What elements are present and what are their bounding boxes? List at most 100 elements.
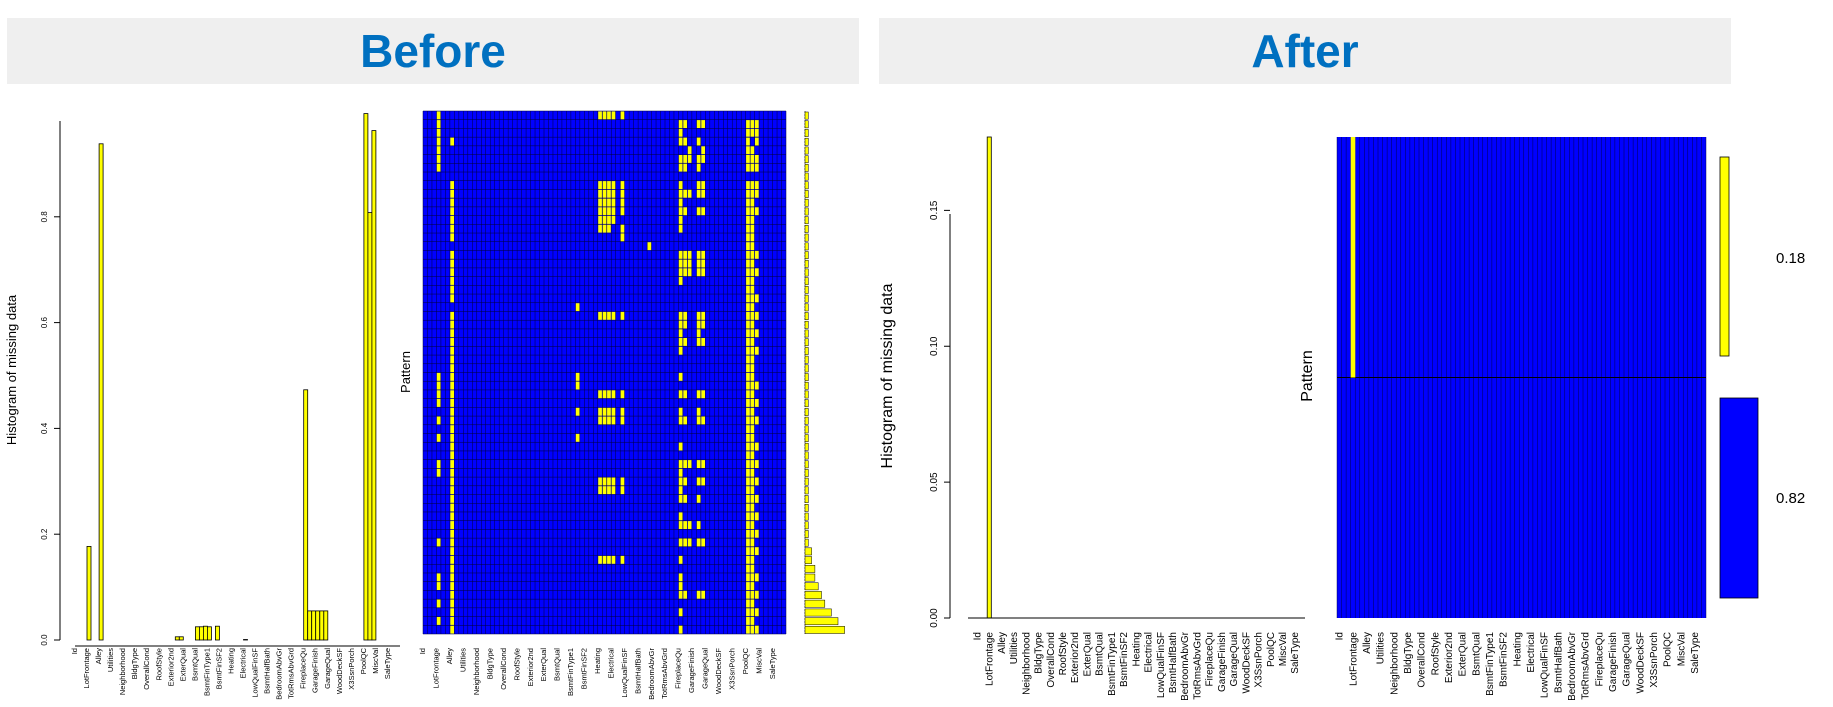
x-tick-label: PoolQC bbox=[1266, 632, 1277, 667]
missing-cell bbox=[678, 538, 683, 547]
missing-cell bbox=[750, 329, 755, 338]
missing-cell bbox=[696, 311, 701, 320]
missing-cell bbox=[701, 181, 705, 189]
missing-cell bbox=[683, 155, 687, 163]
missing-cell bbox=[746, 120, 750, 128]
missing-cell bbox=[598, 189, 602, 198]
missing-cell bbox=[602, 486, 607, 495]
missing-cell bbox=[436, 111, 441, 120]
missing-cell bbox=[746, 407, 750, 416]
missing-cell bbox=[607, 407, 611, 416]
missing-cell bbox=[750, 416, 755, 425]
histogram-bar bbox=[202, 625, 208, 641]
missing-cell bbox=[607, 416, 611, 425]
missing-cell bbox=[755, 625, 759, 634]
missing-cell bbox=[696, 137, 701, 146]
missing-cell bbox=[696, 155, 701, 163]
missing-cell bbox=[436, 163, 441, 172]
x-tick-label: X3SsnPorch bbox=[1254, 632, 1265, 688]
missing-cell bbox=[678, 442, 683, 451]
missing-cell bbox=[746, 582, 750, 590]
y-tick-label: 0.0 bbox=[40, 634, 49, 646]
missing-cell bbox=[450, 494, 454, 503]
frequency-bar bbox=[804, 137, 809, 146]
missing-cell bbox=[607, 216, 611, 224]
missing-cell bbox=[746, 625, 750, 634]
missing-cell bbox=[450, 433, 454, 442]
x-tick-label: ExterQual bbox=[178, 648, 187, 682]
missing-cell bbox=[687, 259, 692, 268]
missing-cell bbox=[755, 311, 759, 320]
x-tick-label: MiscVal bbox=[1278, 632, 1289, 666]
missing-cell bbox=[746, 425, 750, 434]
missing-cell bbox=[750, 224, 755, 233]
missing-cell bbox=[755, 346, 759, 355]
frequency-bar bbox=[804, 469, 809, 477]
missing-cell bbox=[683, 460, 687, 468]
missing-cell bbox=[755, 128, 759, 137]
x-tick-label: BsmtQual bbox=[1095, 632, 1106, 676]
missing-cell bbox=[450, 503, 454, 512]
x-tick-label: GarageFinish bbox=[1217, 632, 1228, 692]
missing-cell bbox=[436, 460, 441, 468]
histogram-bar bbox=[311, 610, 317, 641]
frequency-bar bbox=[804, 399, 809, 408]
missing-cell bbox=[436, 137, 441, 146]
x-tick-label: SaleType bbox=[383, 648, 392, 679]
frequency-bar bbox=[804, 120, 809, 129]
x-tick-label: X3SsnPorch bbox=[347, 648, 356, 690]
missing-cell bbox=[678, 468, 683, 477]
x-tick-label: GarageFinish bbox=[311, 648, 320, 693]
frequency-bar bbox=[804, 338, 809, 347]
y-tick-label: 0.8 bbox=[40, 211, 49, 223]
missing-cell bbox=[755, 120, 759, 128]
missing-cell bbox=[746, 564, 750, 573]
frequency-bar bbox=[804, 233, 809, 242]
missing-cell bbox=[750, 442, 755, 451]
before-panel-title: Before bbox=[360, 25, 506, 77]
missing-cell bbox=[678, 494, 683, 503]
x-tick-label: X3SsnPorch bbox=[727, 648, 736, 690]
frequency-bar bbox=[804, 451, 809, 460]
missing-cell bbox=[696, 207, 701, 216]
missing-cell bbox=[436, 599, 441, 608]
x-tick-label: Alley bbox=[1362, 632, 1373, 654]
missing-cell bbox=[602, 407, 607, 416]
missing-cell bbox=[750, 555, 755, 564]
missing-cell bbox=[683, 137, 687, 146]
x-tick-label: TotRmsAbvGrd bbox=[1192, 632, 1203, 700]
y-tick-label: 0.4 bbox=[40, 422, 49, 434]
missing-cell bbox=[683, 250, 687, 259]
frequency-bar bbox=[804, 504, 809, 512]
before-pattern-frequency-bars bbox=[804, 111, 845, 634]
x-tick-label: LotFrontage bbox=[1348, 632, 1359, 686]
x-tick-label: GarageFinish bbox=[687, 648, 696, 693]
missing-cell bbox=[746, 442, 750, 451]
missing-cell bbox=[750, 189, 755, 198]
x-tick-label: OverallCond bbox=[499, 648, 508, 690]
missing-cell bbox=[678, 460, 683, 468]
missing-cell bbox=[696, 120, 701, 128]
missing-cell bbox=[750, 233, 755, 242]
x-tick-label: Alley bbox=[997, 632, 1008, 654]
missing-cell bbox=[607, 486, 611, 495]
missing-cell bbox=[750, 294, 755, 303]
frequency-bar bbox=[804, 442, 809, 451]
x-tick-label: PoolQC bbox=[359, 647, 368, 674]
frequency-bar bbox=[804, 198, 809, 207]
missing-cell bbox=[678, 155, 683, 163]
x-tick-label: GarageQual bbox=[323, 648, 332, 689]
after-pattern-proportion-bars: 0.18 0.82 bbox=[1719, 156, 1805, 599]
missing-cell bbox=[750, 120, 755, 128]
missing-cell bbox=[678, 372, 683, 381]
frequency-bar bbox=[804, 225, 809, 233]
missing-cell bbox=[750, 538, 755, 547]
missing-cell bbox=[687, 538, 692, 547]
x-tick-label: LotFrontage bbox=[82, 648, 91, 688]
y-axis-label: Histogram of missing data bbox=[4, 294, 19, 445]
x-tick-label: X3SsnPorch bbox=[1649, 632, 1660, 688]
missing-cell bbox=[678, 216, 683, 224]
x-tick-label: Neighborhood bbox=[1389, 632, 1400, 695]
x-tick-label: Id bbox=[972, 632, 983, 640]
x-tick-label: BsmtHalfBath bbox=[263, 648, 272, 694]
